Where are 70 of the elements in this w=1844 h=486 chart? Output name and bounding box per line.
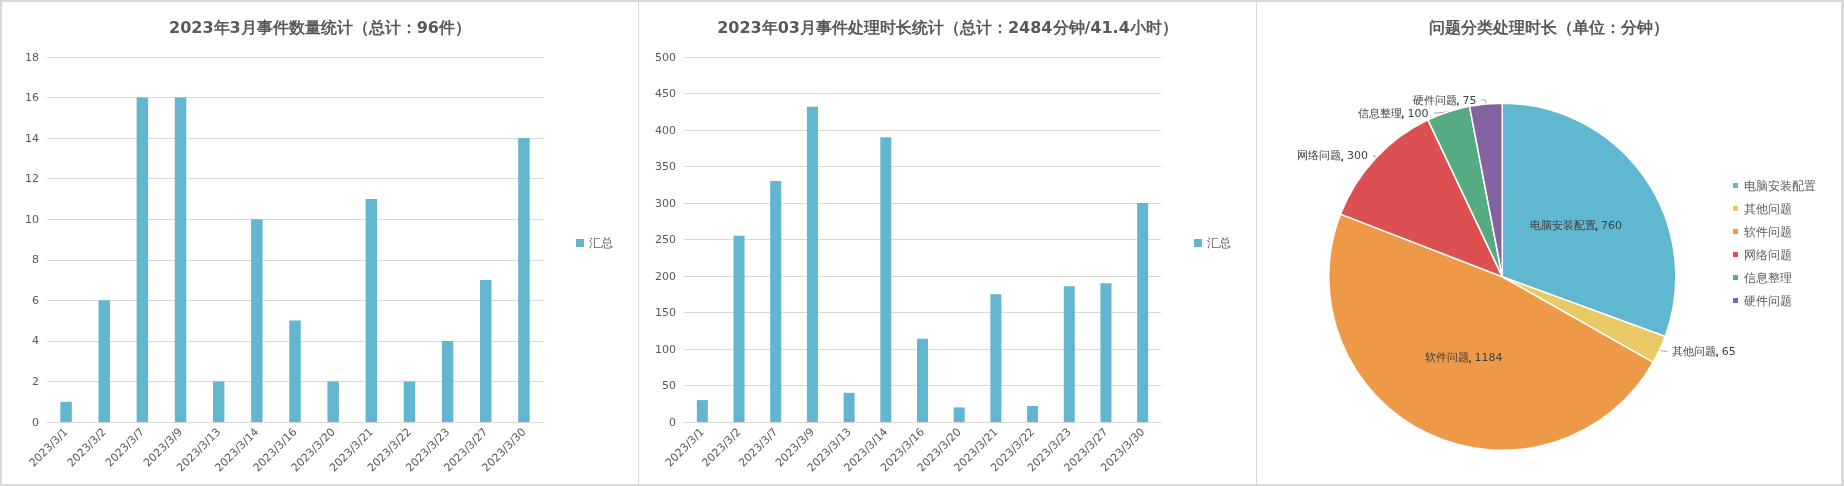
legend-label: 信息整理	[1744, 270, 1792, 285]
legend-label: 硬件问题	[1744, 293, 1792, 308]
bar	[212, 381, 225, 422]
chart-title: 问题分类处理时长（单位：分钟）	[1429, 17, 1669, 37]
bar	[403, 381, 416, 422]
bar	[518, 138, 530, 422]
y-tick-label: 300	[655, 196, 676, 210]
bar	[60, 401, 72, 422]
y-tick-label: 10	[25, 212, 39, 226]
y-tick-label: 6	[32, 293, 39, 307]
slice-label: 其他问题	[1672, 344, 1717, 358]
chart-title: 2023年03月事件处理时长统计（总计：2484分钟/41.4小时）	[717, 17, 1178, 37]
y-tick-label: 8	[32, 253, 39, 267]
slice-label: 硬件问题	[1412, 93, 1457, 107]
y-tick-label: 50	[662, 379, 676, 392]
y-tick-label: 2	[32, 374, 39, 388]
y-tick-label: 0	[669, 415, 676, 429]
y-tick-label: 12	[25, 172, 39, 186]
bar	[289, 320, 301, 422]
bar	[365, 198, 378, 422]
bar	[327, 381, 339, 422]
legend-label: 其他问题	[1744, 201, 1792, 216]
bar	[990, 294, 1002, 422]
bar	[1063, 286, 1075, 422]
y-tick-label: 14	[25, 131, 39, 145]
bar	[441, 340, 454, 422]
bar	[1137, 203, 1149, 422]
bar	[917, 338, 928, 422]
bar	[696, 400, 708, 422]
bar	[136, 97, 149, 422]
y-tick-label: 100	[655, 342, 676, 356]
data-label: 65	[1721, 344, 1736, 358]
y-tick-label: 4	[32, 334, 39, 348]
y-tick-label: 200	[655, 269, 676, 283]
bar	[733, 235, 745, 422]
y-tick-label: 450	[655, 87, 676, 100]
bar	[1100, 283, 1112, 422]
legend-label: 软件问题	[1744, 224, 1792, 239]
y-tick-label: 250	[655, 233, 676, 246]
slice-label: 信息整理	[1357, 106, 1402, 120]
y-tick-label: 0	[32, 415, 39, 429]
data-label: 1184	[1474, 351, 1503, 365]
slice-label: 软件问题	[1425, 351, 1470, 365]
bar	[806, 106, 818, 422]
bar	[770, 181, 782, 422]
y-tick-label: 350	[655, 160, 676, 173]
bar	[480, 280, 492, 422]
slice-label: 网络问题	[1297, 149, 1342, 163]
y-tick-label: 400	[655, 123, 676, 137]
bar	[843, 392, 855, 422]
y-tick-label: 500	[655, 50, 676, 64]
legend-label: 汇总	[589, 236, 613, 250]
y-tick-label: 16	[25, 91, 39, 105]
y-tick-label: 150	[655, 306, 676, 319]
data-label: 300	[1346, 149, 1368, 163]
bar	[1027, 405, 1039, 422]
bar	[251, 219, 263, 422]
bar	[880, 137, 892, 422]
legend-label: 汇总	[1207, 236, 1231, 250]
legend-label: 网络问题	[1744, 247, 1792, 262]
data-label: 75	[1462, 93, 1477, 107]
bar	[953, 407, 965, 422]
slice-label: 电脑安装配置	[1529, 218, 1596, 232]
y-tick-label: 18	[25, 50, 39, 64]
data-label: 760	[1601, 218, 1623, 232]
bar	[174, 97, 187, 422]
bar	[98, 300, 110, 422]
data-label: 100	[1407, 106, 1429, 120]
chart-title: 2023年3月事件数量统计（总计：96件）	[169, 17, 471, 37]
legend-label: 电脑安装配置	[1744, 178, 1816, 193]
